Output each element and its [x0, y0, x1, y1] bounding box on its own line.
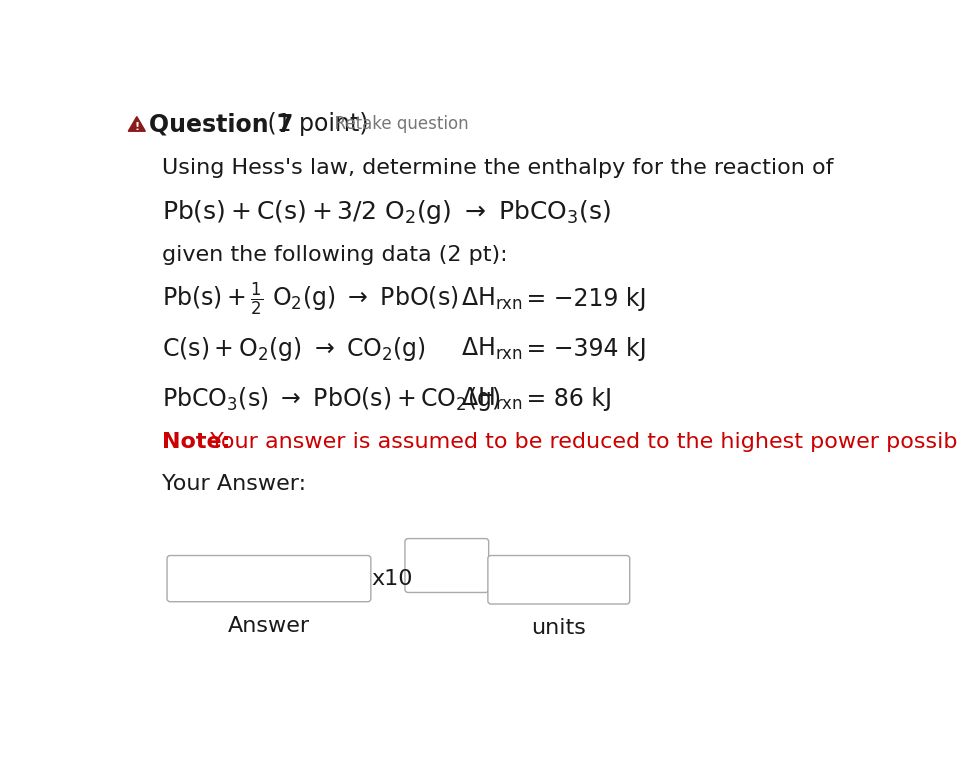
Text: $\mathregular{\Delta H_{rxn}}$: $\mathregular{\Delta H_{rxn}}$ [461, 386, 523, 412]
Text: = −394 kJ: = −394 kJ [519, 337, 647, 361]
Text: $\mathregular{\Delta H_{rxn}}$: $\mathregular{\Delta H_{rxn}}$ [461, 286, 523, 312]
Text: Using Hess's law, determine the enthalpy for the reaction of: Using Hess's law, determine the enthalpy… [162, 158, 833, 178]
FancyBboxPatch shape [488, 556, 629, 604]
Text: Your answer is assumed to be reduced to the highest power possible.: Your answer is assumed to be reduced to … [203, 432, 958, 451]
Text: Question 7: Question 7 [149, 112, 293, 136]
Text: !: ! [134, 122, 139, 131]
Text: $\mathregular{\Delta H_{rxn}}$: $\mathregular{\Delta H_{rxn}}$ [461, 336, 523, 363]
Text: Retake question: Retake question [325, 116, 469, 133]
Text: given the following data (2 pt):: given the following data (2 pt): [162, 245, 508, 265]
Text: x10: x10 [372, 568, 413, 588]
Text: (1 point): (1 point) [260, 112, 369, 136]
Text: units: units [532, 618, 586, 638]
Text: $\mathregular{PbCO_3(s)\ \rightarrow\ PbO(s) + CO_2(g)}$: $\mathregular{PbCO_3(s)\ \rightarrow\ Pb… [162, 385, 501, 413]
Text: = 86 kJ: = 86 kJ [519, 387, 612, 411]
Text: Your Answer:: Your Answer: [162, 474, 307, 494]
FancyBboxPatch shape [167, 556, 371, 602]
Text: $\mathregular{C(s) + O_2(g)\ \rightarrow\ CO_2(g)}$: $\mathregular{C(s) + O_2(g)\ \rightarrow… [162, 335, 426, 363]
Text: = −219 kJ: = −219 kJ [519, 287, 647, 311]
Polygon shape [128, 116, 146, 131]
Text: Answer: Answer [228, 616, 310, 635]
Text: $\mathregular{Pb(s) + C(s) + 3/2\ O_2(g)\ \rightarrow\ PbCO_3(s)}$: $\mathregular{Pb(s) + C(s) + 3/2\ O_2(g)… [162, 198, 611, 226]
FancyBboxPatch shape [405, 539, 489, 593]
Text: $\mathregular{Pb(s) + \frac{1}{2}\ O_2(g)\ \rightarrow\ PbO(s)}$: $\mathregular{Pb(s) + \frac{1}{2}\ O_2(g… [162, 280, 459, 318]
Text: Note:: Note: [162, 432, 231, 451]
